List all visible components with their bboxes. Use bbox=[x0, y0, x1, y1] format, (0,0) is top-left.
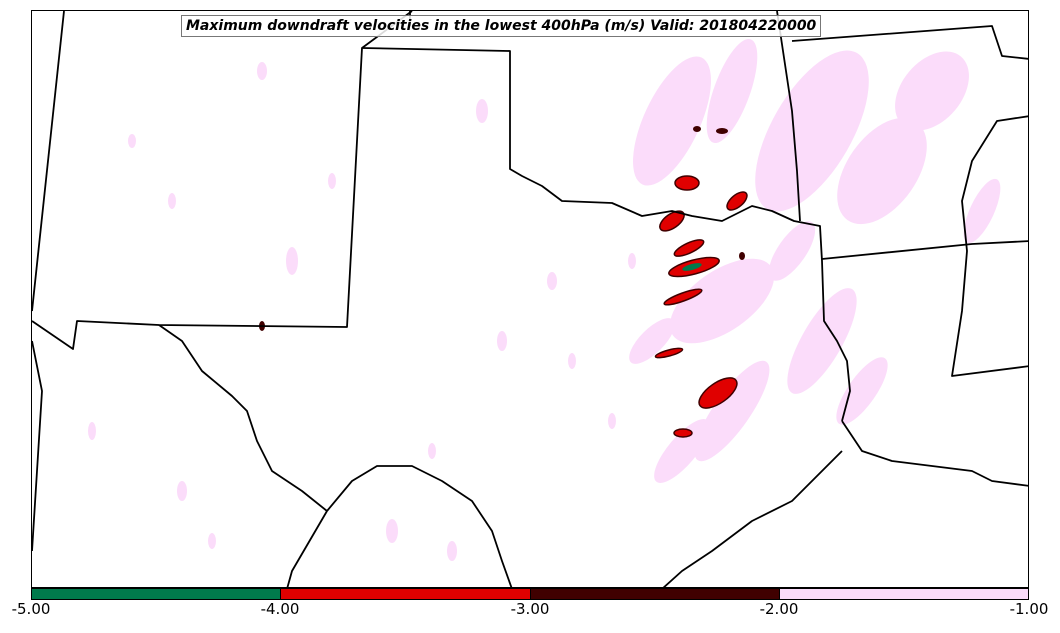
colorbar-bin-1 bbox=[32, 589, 281, 599]
state-boundaries bbox=[32, 11, 1028, 587]
colorbar-tick-label: -5.00 bbox=[11, 600, 51, 618]
colorbar-bin-3 bbox=[529, 589, 779, 599]
map-canvas bbox=[32, 11, 1028, 587]
colorbar-tick-label: -1.00 bbox=[1009, 600, 1049, 618]
colorbar bbox=[31, 588, 1029, 600]
colorbar-tick-label: -4.00 bbox=[260, 600, 300, 618]
weak-downdraft-field bbox=[88, 38, 1001, 561]
colorbar-bin-4 bbox=[778, 589, 1028, 599]
strong-downdraft-cells bbox=[259, 126, 748, 438]
colorbar-tick-label: -3.00 bbox=[510, 600, 550, 618]
map-panel bbox=[31, 10, 1029, 588]
colorbar-tick-label: -2.00 bbox=[759, 600, 799, 618]
map-title: Maximum downdraft velocities in the lowe… bbox=[181, 15, 822, 37]
colorbar-bin-2 bbox=[280, 589, 530, 599]
